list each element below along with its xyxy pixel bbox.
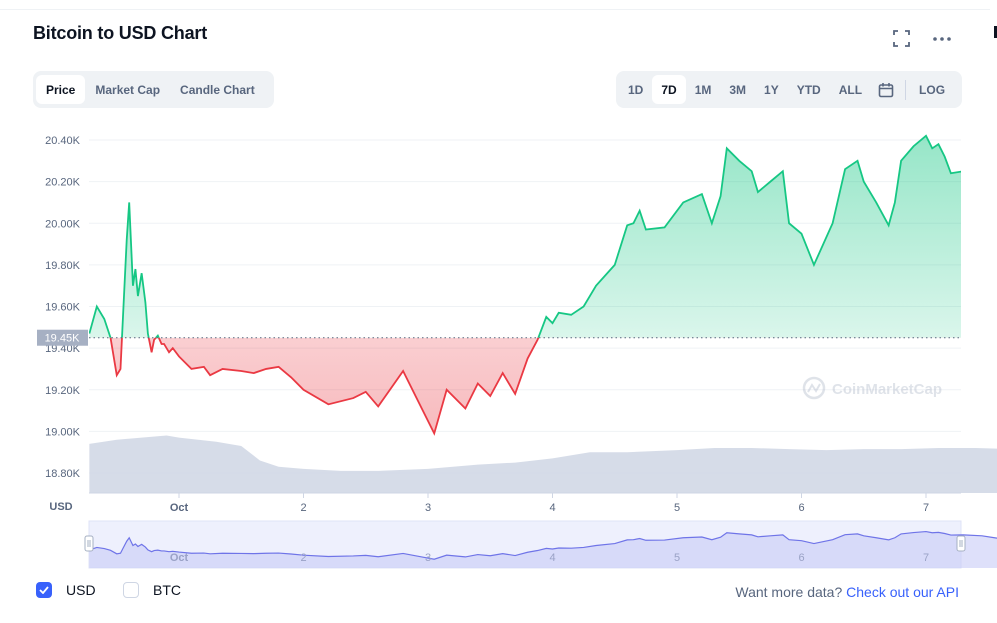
log-toggle[interactable]: LOG	[919, 82, 946, 97]
x-tick-label: Oct	[170, 502, 189, 514]
navigator-line	[89, 530, 997, 560]
watermark-text: CoinMarketCap	[832, 381, 942, 398]
x-tick-label: 3	[425, 502, 431, 514]
price-line-up	[89, 134, 961, 338]
y-tick-label: 20.40K	[45, 135, 81, 147]
more-data-question: Want more data?	[735, 584, 843, 600]
navigator-tick-label: 3	[425, 552, 431, 564]
navigator-tick-label: 2	[300, 552, 306, 564]
range-1y[interactable]: 1Y	[764, 82, 779, 97]
x-tick-label: 4	[549, 502, 555, 514]
price-area-up	[89, 135, 961, 338]
api-link[interactable]: Check out our API	[846, 584, 959, 600]
tab-market-cap[interactable]: Market Cap	[95, 82, 161, 97]
page-title: Bitcoin to USD Chart	[33, 23, 207, 43]
navigator-tick-label: 4	[549, 552, 555, 564]
usd-checkbox[interactable]	[36, 582, 52, 598]
range-1d[interactable]: 1D	[628, 82, 644, 97]
more-dots-icon[interactable]	[932, 30, 952, 47]
navigator-area	[89, 531, 997, 568]
more-data-text: Want more data? Check out our API	[735, 584, 959, 600]
range-separator	[905, 79, 907, 100]
fullscreen-icon[interactable]	[893, 30, 910, 47]
x-tick-label: 2	[300, 502, 306, 514]
range-1m[interactable]: 1M	[694, 82, 712, 97]
chart-type-tabs: Price Market Cap Candle Chart	[33, 71, 274, 108]
btc-checkbox[interactable]	[123, 582, 139, 598]
navigator-tick-label: 7	[923, 552, 929, 564]
y-tick-label: 19.00K	[45, 426, 81, 438]
tab-price[interactable]: Price	[36, 75, 86, 104]
calendar-icon	[878, 82, 894, 97]
watermark: CoinMarketCap	[802, 376, 942, 400]
btc-label: BTC	[153, 582, 181, 598]
range-3m[interactable]: 3M	[729, 82, 747, 97]
calendar-button[interactable]	[871, 75, 901, 104]
y-tick-label: 19.20K	[45, 385, 81, 397]
range-all[interactable]: ALL	[838, 82, 863, 97]
tab-candle-chart[interactable]: Candle Chart	[180, 82, 255, 97]
range-ytd[interactable]: YTD	[796, 82, 821, 97]
price-line-down	[109, 337, 540, 436]
logo-mark	[807, 383, 821, 393]
price-area-down	[89, 337, 961, 434]
y-axis-unit: USD	[49, 501, 72, 513]
x-tick-label: 5	[674, 502, 680, 514]
baseline-label: 19.45K	[45, 333, 81, 345]
x-tick-label: 6	[798, 502, 804, 514]
usd-label: USD	[66, 582, 96, 598]
navigator-tick-label: Oct	[170, 552, 189, 564]
y-tick-label: 19.40K	[45, 343, 81, 355]
edge-marker	[994, 26, 997, 38]
y-tick-label: 20.00K	[45, 218, 81, 230]
x-tick-label: 7	[923, 502, 929, 514]
range-tabs: 1D 7D 1M 3M 1Y YTD ALL LOG	[616, 71, 962, 108]
baseline-badge	[37, 329, 88, 346]
coinmarketcap-logo-icon	[802, 376, 826, 400]
top-divider	[0, 9, 990, 10]
navigator-handle[interactable]	[84, 535, 94, 552]
y-tick-label: 18.80K	[45, 468, 81, 480]
range-7d[interactable]: 7D	[652, 75, 686, 104]
check-icon	[39, 586, 49, 594]
y-tick-label: 19.60K	[45, 302, 81, 314]
navigator-handle[interactable]	[956, 535, 966, 552]
y-tick-label: 19.80K	[45, 260, 81, 272]
navigator-tick-label: 5	[674, 552, 680, 564]
usd-option[interactable]: USD	[36, 582, 96, 598]
navigator-tick-label: 6	[798, 552, 804, 564]
btc-option[interactable]: BTC	[123, 582, 181, 598]
volume-area	[89, 435, 997, 493]
y-tick-label: 20.20K	[45, 177, 81, 189]
